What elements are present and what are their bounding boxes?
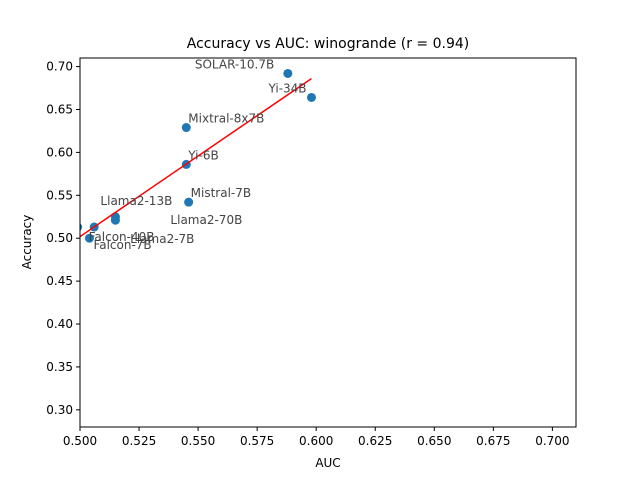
y-axis-label: Accuracy <box>20 215 34 270</box>
x-axis-label: AUC <box>315 456 340 470</box>
x-tick-label: 0.500 <box>63 434 97 448</box>
scatter-point <box>283 68 293 78</box>
y-axis-ticks: 0.30 0.35 0.40 0.45 0.50 0.55 0.60 0.65 0.70 <box>46 60 80 417</box>
point-label: Yi-6B <box>187 148 218 162</box>
y-tick-label: 0.55 <box>46 188 73 202</box>
scatter-point <box>84 233 94 243</box>
x-tick-label: 0.575 <box>240 434 274 448</box>
point-label: Falcon-7B <box>93 238 151 252</box>
y-tick-label: 0.65 <box>46 102 73 116</box>
data-marks <box>80 68 316 243</box>
x-tick-label: 0.600 <box>299 434 333 448</box>
point-label: Falcon-40B <box>89 230 155 244</box>
point-label: Llama2-70B <box>170 213 242 227</box>
scatter-point <box>306 92 316 102</box>
y-tick-label: 0.40 <box>46 317 73 331</box>
x-tick-label: 0.700 <box>535 434 569 448</box>
y-tick-label: 0.60 <box>46 145 73 159</box>
chart-title: Accuracy vs AUC: winogrande (r = 0.94) <box>187 36 469 52</box>
fit-line <box>80 77 312 238</box>
plot-area: SOLAR-10.7B Yi-34B Mixtral-8x7B Yi-6B Mistra… <box>80 57 316 252</box>
x-tick-label: 0.675 <box>476 434 510 448</box>
y-tick-label: 0.45 <box>46 274 73 288</box>
x-tick-label: 0.625 <box>358 434 392 448</box>
scatter-point <box>80 223 83 231</box>
x-tick-label: 0.650 <box>417 434 451 448</box>
x-axis-ticks: 0.500 0.525 0.550 0.575 0.600 0.625 0.650 0.675… <box>63 427 570 448</box>
y-tick-label: 0.70 <box>46 60 73 74</box>
point-label: Mixtral-8x7B <box>188 112 264 126</box>
scatter-point <box>184 197 194 207</box>
point-label: Llama2-7B <box>130 232 194 246</box>
point-label: Yi-34B <box>267 81 306 95</box>
point-label: SOLAR-10.7B <box>195 57 274 71</box>
point-label: Mistral-7B <box>191 186 251 200</box>
axes-frame <box>79 57 577 428</box>
y-tick-label: 0.30 <box>46 403 73 417</box>
x-tick-label: 0.550 <box>181 434 215 448</box>
x-tick-label: 0.525 <box>122 434 156 448</box>
point-label: Llama2-13B <box>100 194 172 208</box>
scatter-point <box>181 123 191 133</box>
y-tick-label: 0.50 <box>46 231 73 245</box>
scatter-point <box>110 215 120 225</box>
y-tick-label: 0.35 <box>46 360 73 374</box>
